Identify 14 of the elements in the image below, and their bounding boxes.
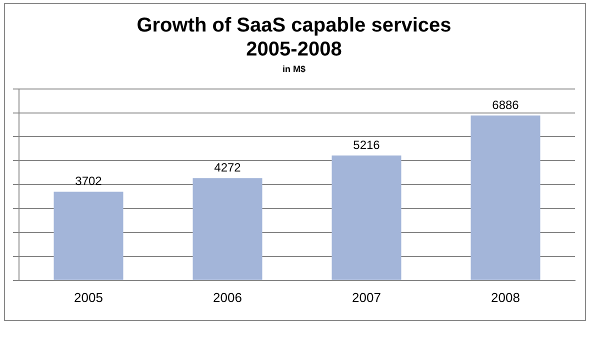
data-label: 6886 <box>492 98 520 112</box>
x-tick-label: 2006 <box>213 290 242 305</box>
data-label: 4272 <box>214 160 242 174</box>
bar <box>332 155 402 280</box>
bar <box>54 192 124 280</box>
bar <box>470 115 540 280</box>
x-tick-label: 2008 <box>491 290 520 305</box>
data-label: 3702 <box>75 174 102 188</box>
x-tick-label: 2005 <box>74 290 103 305</box>
x-tick-label: 2007 <box>352 290 381 305</box>
data-label: 5216 <box>353 138 380 152</box>
chart-subtitle: in M$ <box>282 64 306 74</box>
bar <box>192 178 262 280</box>
chart-title: Growth of SaaS capable services 2005-2008 <box>136 14 452 61</box>
